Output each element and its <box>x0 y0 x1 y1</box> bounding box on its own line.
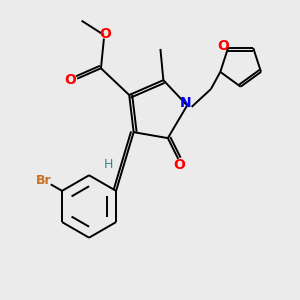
Text: O: O <box>100 27 111 41</box>
Text: H: H <box>104 158 113 171</box>
Text: O: O <box>217 39 229 52</box>
Text: N: N <box>180 96 191 110</box>
Text: O: O <box>65 73 76 87</box>
Text: Br: Br <box>36 174 51 187</box>
Text: O: O <box>173 158 185 172</box>
